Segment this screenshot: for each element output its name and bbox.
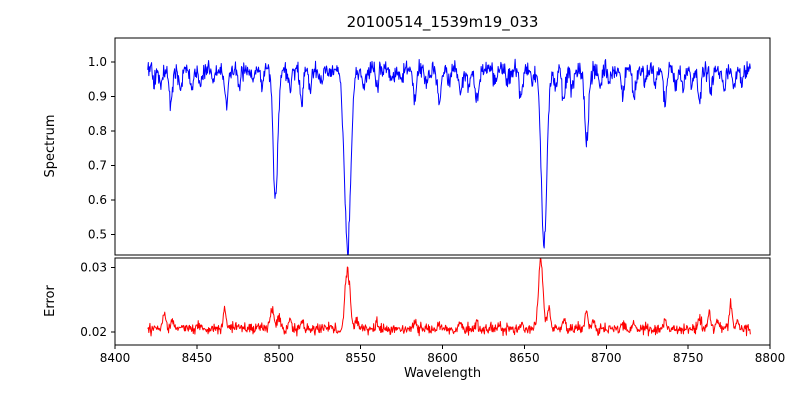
error-line [147,258,751,337]
spectrum-y-tick-label: 0.5 [88,227,107,241]
x-tick-label: 8700 [591,351,622,365]
x-tick-label: 8500 [263,351,294,365]
spectrum-line [147,58,751,255]
spectrum-y-tick-label: 0.9 [88,90,107,104]
x-tick-label: 8650 [509,351,540,365]
x-tick-label: 8400 [100,351,131,365]
error-y-tick-label: 0.02 [80,325,107,339]
x-tick-label: 8550 [345,351,376,365]
error-axes-frame [114,257,771,346]
spectrum-y-tick-label: 0.7 [88,158,107,172]
x-tick-label: 8450 [182,351,213,365]
x-axis-label: Wavelength [403,366,482,381]
x-tick-label: 8750 [673,351,704,365]
spectrum-axes-frame [114,37,771,256]
spectrum-y-tick-label: 0.8 [88,124,107,138]
error-y-tick-label: 0.03 [80,261,107,275]
spectrum-y-tick-label: 0.6 [88,193,107,207]
x-tick-label: 8800 [755,351,786,365]
chart-title: 20100514_1539m19_033 [346,13,539,31]
spectrum-y-tick-label: 1.0 [88,55,107,69]
x-tick-label: 8600 [427,351,458,365]
